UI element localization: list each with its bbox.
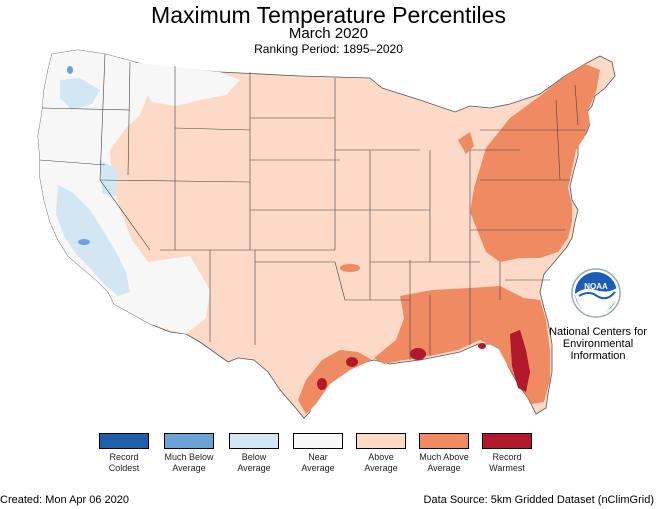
region-below-average-ca — [56, 185, 130, 296]
legend-item-much-above-average: Much Above Average — [419, 433, 469, 474]
noaa-logo-text: NOAA — [584, 282, 608, 291]
ranking-period: Ranking Period: 1895–2020 — [254, 42, 403, 56]
legend-swatch — [229, 433, 279, 449]
legend-item-record-warmest: Record Warmest — [482, 433, 532, 474]
region-much-above-average-mi — [458, 132, 474, 154]
legend-item-much-below-average: Much Below Average — [164, 433, 214, 474]
legend-swatch — [164, 433, 214, 449]
legend-label: Record Coldest — [108, 452, 140, 473]
legend-label: Record Warmest — [489, 452, 525, 473]
region-much-below-average-wa — [67, 66, 73, 74]
region-near-average-sw — [148, 256, 210, 334]
region-below-average-wa — [60, 78, 100, 110]
region-near-average-montana — [130, 62, 240, 106]
region-much-above-average-ok — [340, 264, 360, 272]
legend-item-above-average: Above Average — [356, 433, 406, 474]
legend-swatch — [356, 433, 406, 449]
region-below-average-nv — [100, 160, 118, 196]
region-record-warmest-tx-coast — [317, 378, 327, 390]
legend-item-near-average: Near Average — [293, 433, 343, 474]
region-record-warmest-gulf-coast — [478, 343, 486, 349]
legend-swatch — [482, 433, 532, 449]
legend-label: Much Above Average — [419, 452, 469, 473]
region-much-above-average-southeast — [374, 286, 550, 404]
map-subtitle: March 2020 — [288, 25, 369, 42]
legend-label: Below Average — [237, 452, 271, 473]
created-date: Created: Mon Apr 06 2020 — [0, 494, 130, 506]
legend-swatch — [293, 433, 343, 449]
data-source: Data Source: 5km Gridded Dataset (nClimG… — [423, 494, 654, 506]
legend-swatch — [99, 433, 149, 449]
us-percentile-map — [37, 49, 616, 419]
region-much-above-average-northeast — [470, 64, 600, 262]
region-record-warmest-la — [410, 348, 426, 360]
legend-label: Above Average — [364, 452, 398, 473]
region-much-below-average-ca — [78, 239, 90, 245]
legend-label: Much Below Average — [164, 452, 214, 473]
noaa-logo-icon: NOAA — [571, 268, 621, 318]
state-boundaries — [39, 53, 585, 360]
legend-item-below-average: Below Average — [229, 433, 279, 474]
legend-label: Near Average — [301, 452, 335, 473]
map-title: Maximum Temperature Percentiles — [151, 2, 506, 28]
agency-name: National Centers for Environmental Infor… — [549, 326, 647, 362]
map-legend: Record Coldest Much Below Average Below … — [0, 433, 657, 493]
legend-item-record-coldest: Record Coldest — [99, 433, 149, 474]
region-record-warmest-florida — [510, 330, 530, 392]
legend-swatch — [419, 433, 469, 449]
region-record-warmest-se-tx — [346, 357, 358, 367]
